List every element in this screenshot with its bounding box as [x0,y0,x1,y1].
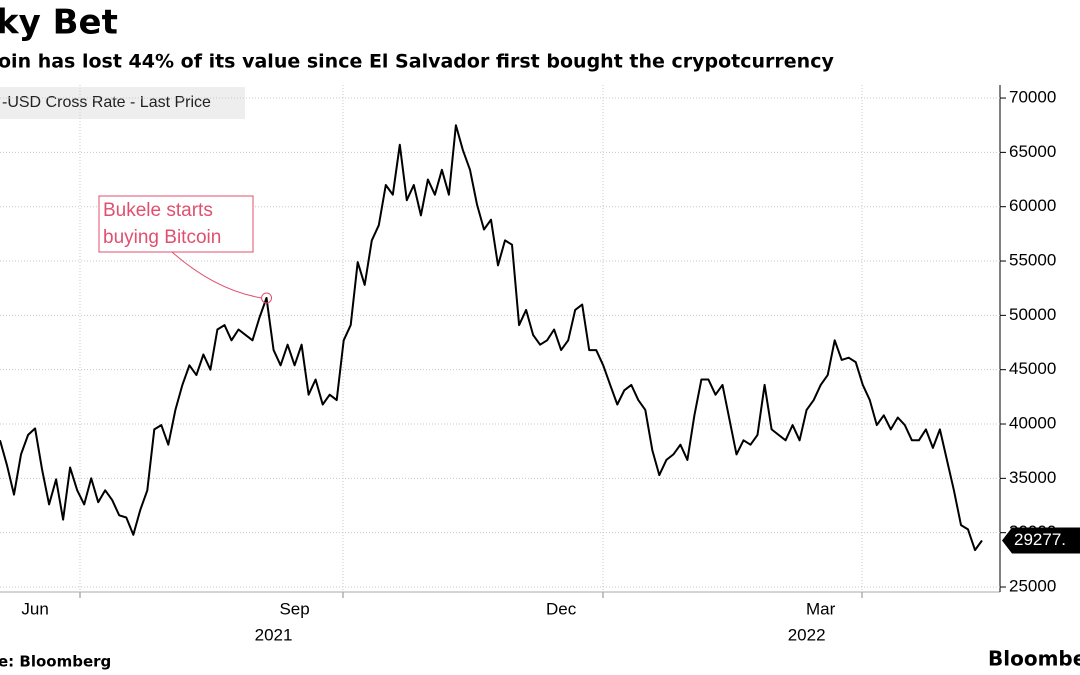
y-tick-label: 40000 [1009,413,1056,432]
x-group-label: 2022 [788,625,826,644]
x-group-label: 2021 [255,625,293,644]
annotation-text: Bukele starts [103,200,213,221]
y-tick-label: 45000 [1009,359,1056,378]
last-price-tag [1002,527,1080,554]
y-tick-label: 65000 [1009,142,1056,161]
y-tick-label: 70000 [1009,88,1056,107]
source: e: Bloomberg [0,653,111,671]
annotation-point [261,292,273,304]
y-tick-label: 60000 [1009,196,1056,215]
x-tick-label: Jun [21,599,48,618]
annotation-text: buying Bitcoin [103,227,221,248]
y-tick-label: 25000 [1009,576,1056,595]
y-tick-label: 35000 [1009,468,1056,487]
legend-entry: -USD Cross Rate - Last Price [2,94,211,111]
y-tick-label: 50000 [1009,305,1056,324]
chart-title: ky Bet [0,3,118,43]
x-tick-label: Mar [806,599,836,618]
x-tick-label: Sep [279,599,309,618]
line-series [0,124,983,552]
annotation-connector [171,251,262,299]
x-tick-label: Dec [546,599,577,618]
chart-subtitle: oin has lost 44% of its value since El S… [0,51,834,73]
y-tick-label: 55000 [1009,251,1056,270]
brand: Bloombe [988,647,1080,671]
last-price-label: 29277. [1014,530,1066,549]
legend-box [0,87,245,119]
annotation-box [98,195,254,253]
